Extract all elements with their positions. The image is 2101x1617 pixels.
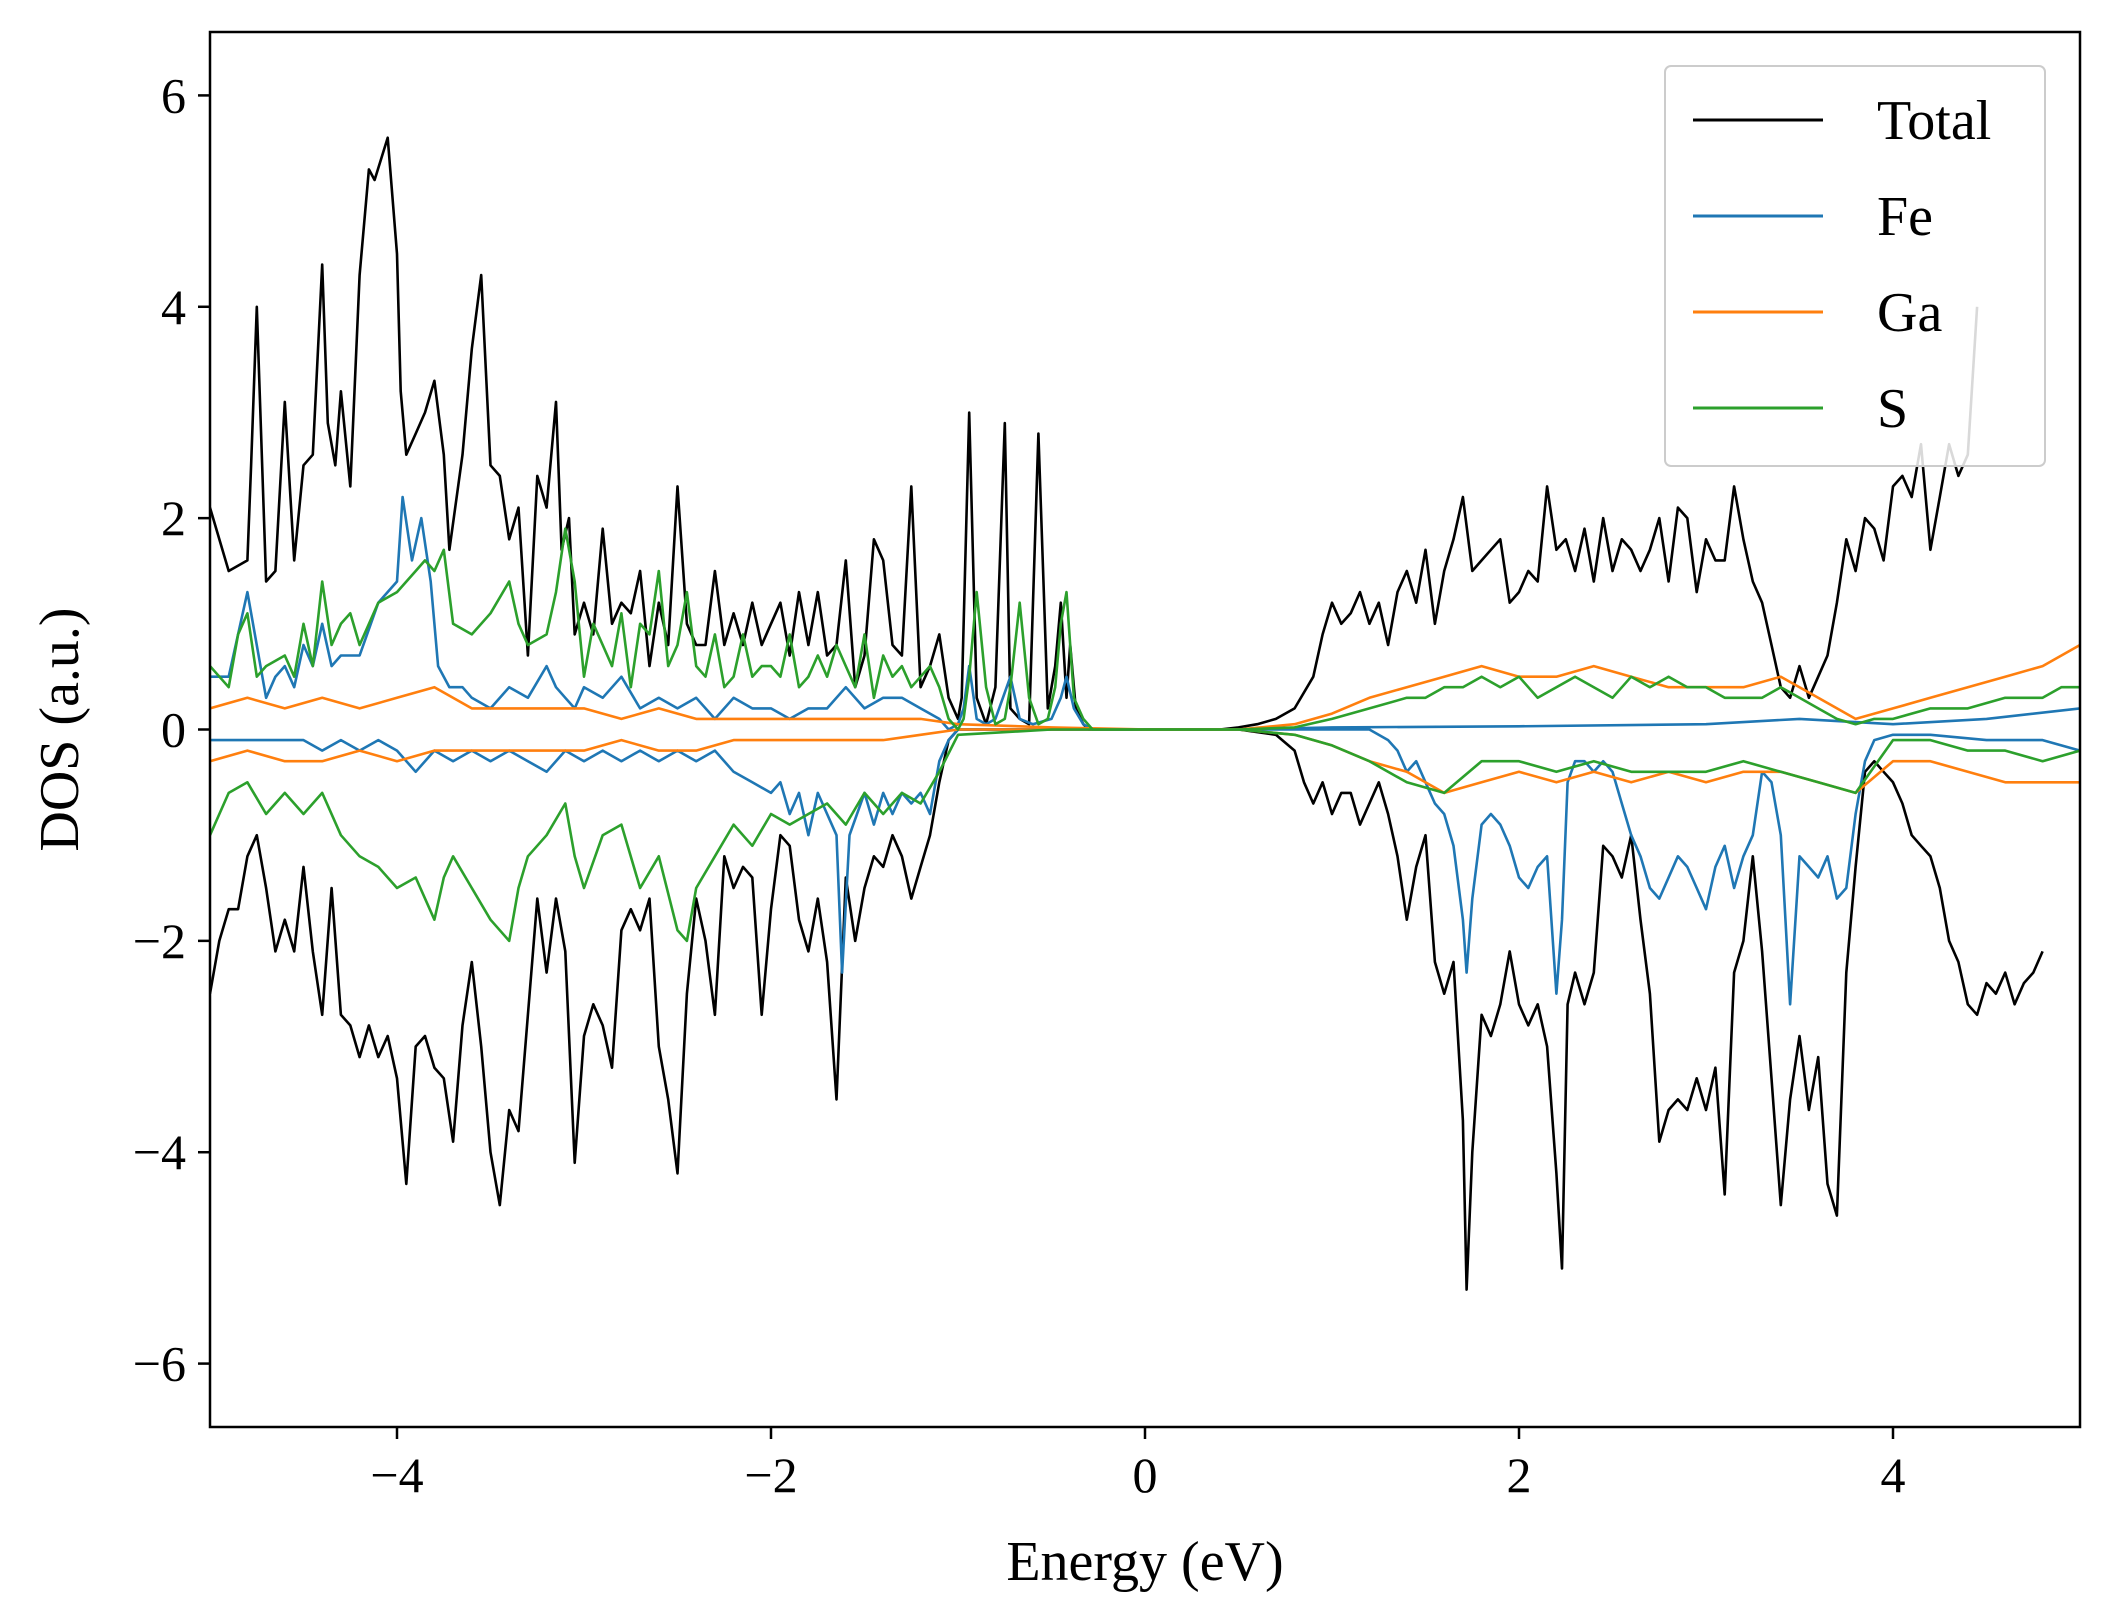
y-tick-label: −2 (133, 913, 186, 969)
legend-label-s: S (1877, 378, 1908, 440)
series-total-spin-up-line (210, 136, 1979, 731)
x-tick-label: 4 (1881, 1447, 1906, 1503)
series-s-spin-down-line (210, 728, 2080, 943)
series-fe-spin-down-line (210, 728, 2080, 1006)
y-tick-label: −4 (133, 1124, 186, 1180)
y-tick-label: 6 (161, 67, 186, 123)
series-ga-spin-up-line (210, 643, 2080, 731)
y-axis-title: DOS (a.u.) (29, 607, 91, 851)
x-tick-label: −2 (744, 1447, 797, 1503)
y-tick-label: 2 (161, 490, 186, 546)
x-tick-label: 2 (1507, 1447, 1532, 1503)
x-tick-label: 0 (1133, 1447, 1158, 1503)
series-s-spin-up-line (210, 527, 2080, 731)
legend-label-total: Total (1877, 90, 1991, 152)
ticks-layer: −4 −2 0 2 4 −6 −4 −2 0 2 4 6 (133, 67, 1906, 1503)
legend-label-ga: Ga (1877, 282, 1942, 344)
x-tick-label: −4 (370, 1447, 423, 1503)
legend-box (1664, 65, 2046, 467)
x-axis-title: Energy (eV) (1006, 1531, 1283, 1593)
series-layer (210, 136, 2080, 1291)
legend-label-fe: Fe (1877, 186, 1933, 248)
y-tick-label: −6 (133, 1336, 186, 1392)
series-total-spin-down-line (210, 728, 2044, 1291)
y-tick-label: 0 (161, 702, 186, 758)
y-tick-label: 4 (161, 279, 186, 335)
legend: Total Fe Ga S (1664, 65, 2046, 467)
